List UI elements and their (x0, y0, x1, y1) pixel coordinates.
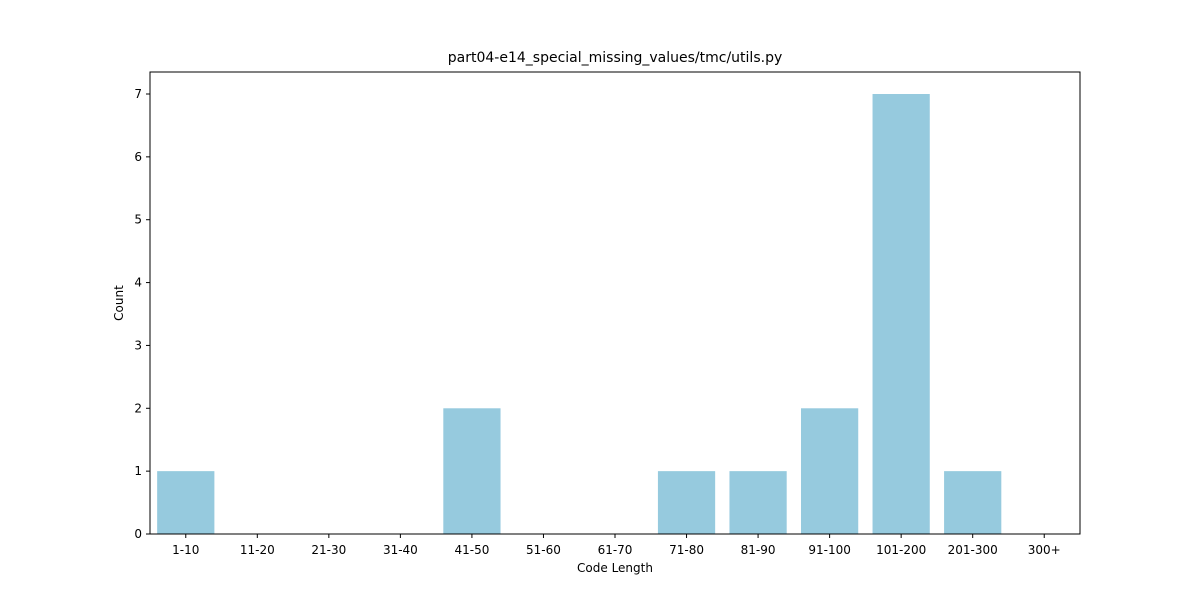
y-axis: 0 1 2 3 4 5 6 7 (134, 87, 150, 541)
y-tick-label: 3 (134, 338, 142, 352)
y-tick-label: 5 (134, 213, 142, 227)
x-tick-label: 41-50 (454, 543, 489, 557)
x-tick-label: 300+ (1028, 543, 1061, 557)
bar-71-80 (657, 471, 716, 534)
bars-layer (157, 94, 1002, 534)
x-tick-label: 11-20 (240, 543, 275, 557)
bar-101-200 (872, 94, 930, 534)
y-tick-label: 4 (134, 276, 142, 290)
x-axis: 1-10 11-20 21-30 31-40 41-50 51-60 61-70 71-80 8… (172, 534, 1061, 557)
bar-201-300 (944, 471, 1002, 534)
x-tick-label: 71-80 (669, 543, 704, 557)
bar-1-10 (157, 471, 215, 534)
bar-91-100 (801, 408, 859, 534)
x-tick-label: 31-40 (383, 543, 418, 557)
x-tick-label: 81-90 (741, 543, 776, 557)
y-tick-label: 6 (134, 150, 142, 164)
y-tick-label: 0 (134, 527, 142, 541)
y-tick-label: 1 (134, 464, 142, 478)
y-axis-label: Count (112, 285, 126, 321)
x-tick-label: 51-60 (526, 543, 561, 557)
y-tick-label: 7 (134, 87, 142, 101)
x-axis-label: Code Length (577, 561, 653, 575)
x-tick-label: 1-10 (172, 543, 199, 557)
bar-41-50 (443, 408, 501, 534)
x-tick-label: 61-70 (598, 543, 633, 557)
y-tick-label: 2 (134, 401, 142, 415)
x-tick-label: 201-300 (948, 543, 998, 557)
x-tick-label: 91-100 (808, 543, 851, 557)
chart-title: part04-e14_special_missing_values/tmc/ut… (448, 50, 782, 66)
plot-frame (149, 71, 1081, 535)
x-tick-label: 101-200 (876, 543, 926, 557)
bar-81-90 (729, 471, 787, 534)
x-tick-label: 21-30 (311, 543, 346, 557)
